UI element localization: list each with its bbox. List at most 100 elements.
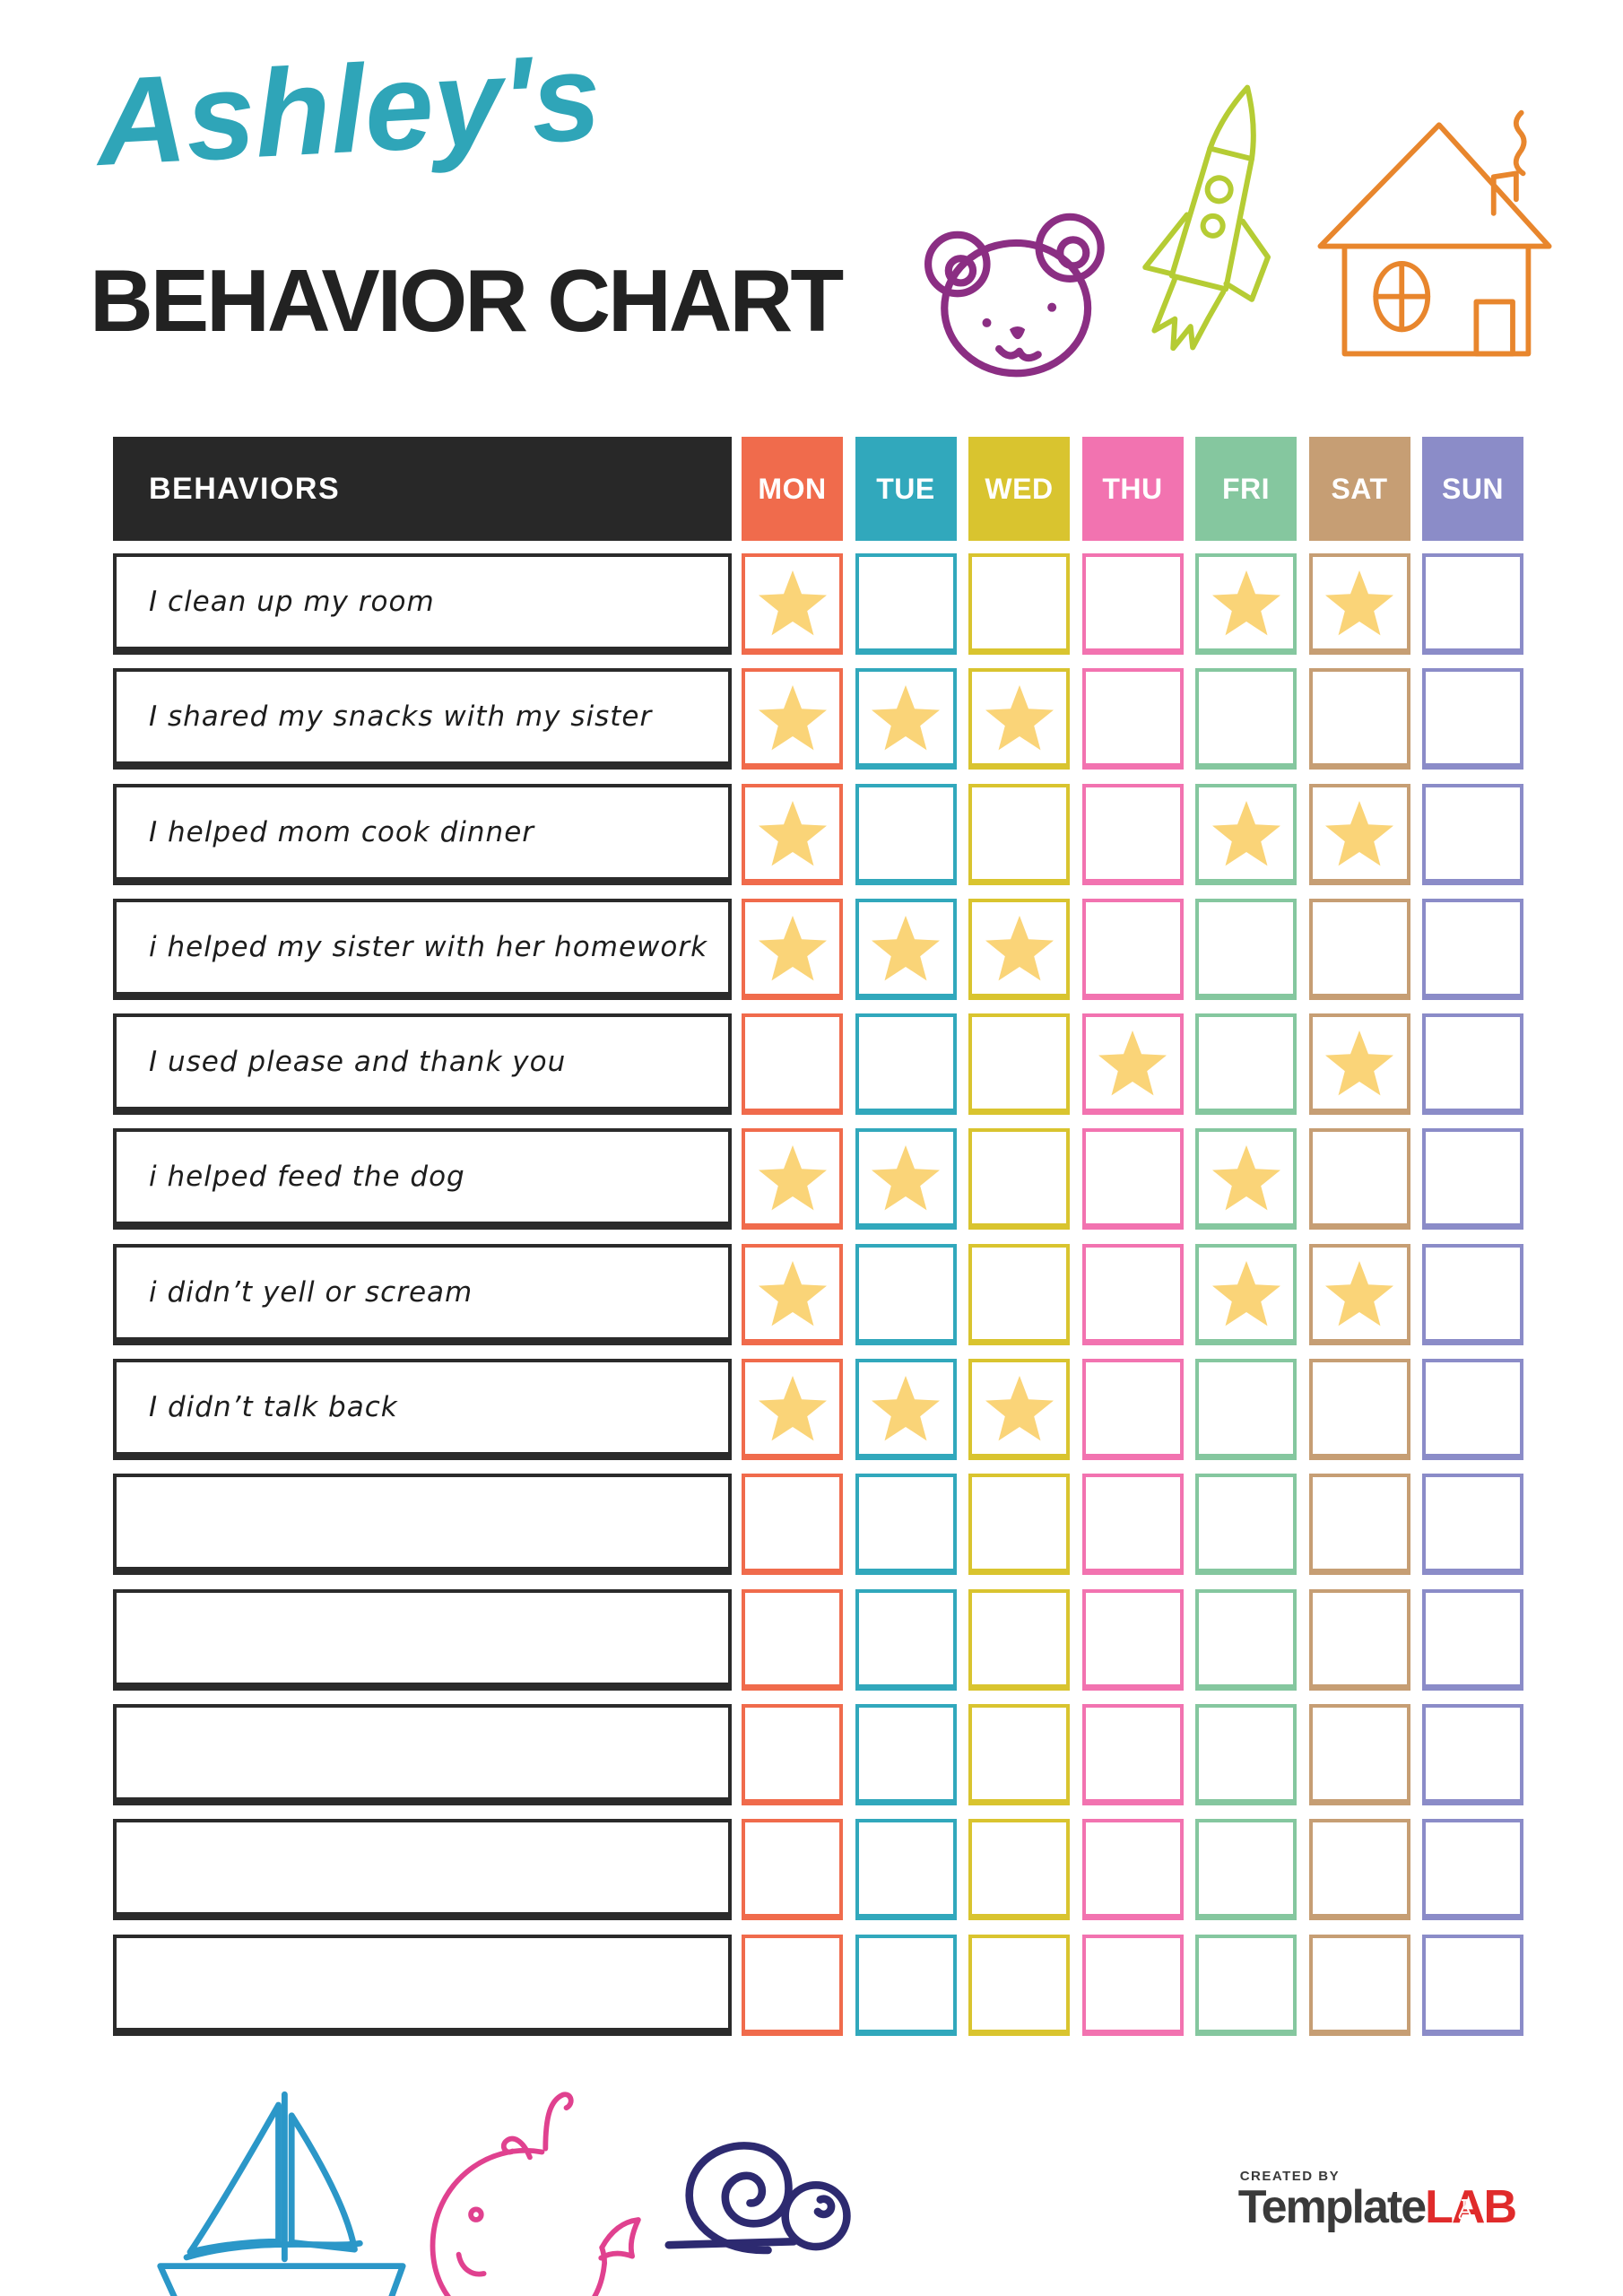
day-cell-sun[interactable] (1422, 553, 1523, 655)
day-cell-sun[interactable] (1422, 668, 1523, 770)
day-cell-tue[interactable] (855, 898, 957, 1000)
day-cell-sun[interactable] (1422, 1013, 1523, 1116)
day-cell-thu[interactable] (1081, 1934, 1184, 2036)
day-cell-mon[interactable] (742, 1013, 843, 1116)
day-cell-thu[interactable] (1081, 1128, 1184, 1231)
day-cell-sun[interactable] (1422, 1474, 1523, 1576)
day-cell-wed[interactable] (968, 1013, 1070, 1116)
day-cell-sat[interactable] (1308, 1703, 1410, 1805)
day-cell-fri[interactable] (1195, 1819, 1297, 1921)
day-cell-fri[interactable] (1195, 783, 1297, 885)
day-cell-thu[interactable] (1081, 898, 1184, 1000)
created-by-label: CREATED BY (1239, 2169, 1341, 2184)
day-cell-tue[interactable] (855, 783, 957, 885)
day-cell-sun[interactable] (1422, 898, 1523, 1000)
day-cell-tue[interactable] (855, 1819, 957, 1921)
day-cell-mon[interactable] (742, 1243, 843, 1345)
day-cell-mon[interactable] (742, 668, 843, 770)
day-cell-sat[interactable] (1308, 1819, 1410, 1921)
table-row: i didn’t yell or scream (113, 1243, 1523, 1345)
day-cell-wed[interactable] (968, 1359, 1070, 1461)
day-cell-tue[interactable] (855, 1588, 957, 1691)
day-cell-wed[interactable] (968, 898, 1070, 1000)
day-cell-sat[interactable] (1308, 668, 1410, 770)
day-cell-sun[interactable] (1422, 1819, 1523, 1921)
day-cell-tue[interactable] (855, 1128, 957, 1231)
day-cell-sat[interactable] (1308, 553, 1410, 655)
day-cell-fri[interactable] (1195, 1934, 1297, 2036)
day-cells (742, 1703, 1523, 1805)
day-cell-fri[interactable] (1195, 1013, 1297, 1116)
day-cell-mon[interactable] (742, 783, 843, 885)
day-cell-mon[interactable] (742, 1588, 843, 1691)
star-icon (985, 685, 1054, 751)
day-cell-sun[interactable] (1422, 1703, 1523, 1805)
day-cell-tue[interactable] (855, 1243, 957, 1345)
day-cell-mon[interactable] (742, 1819, 843, 1921)
day-cell-mon[interactable] (742, 1359, 843, 1461)
day-cell-thu[interactable] (1081, 1474, 1184, 1576)
day-cell-wed[interactable] (968, 1474, 1070, 1576)
day-cell-wed[interactable] (968, 553, 1070, 655)
day-cell-thu[interactable] (1081, 553, 1184, 655)
day-cell-sun[interactable] (1422, 783, 1523, 885)
day-cell-sat[interactable] (1308, 1359, 1410, 1461)
day-cell-wed[interactable] (968, 1128, 1070, 1231)
day-cell-sat[interactable] (1308, 898, 1410, 1000)
day-cell-mon[interactable] (742, 1703, 843, 1805)
day-cell-wed[interactable] (968, 1934, 1070, 2036)
day-cell-mon[interactable] (742, 898, 843, 1000)
day-cell-fri[interactable] (1195, 1128, 1297, 1231)
behavior-cell: I clean up my room (113, 553, 732, 655)
day-cell-sat[interactable] (1308, 1934, 1410, 2036)
day-cell-fri[interactable] (1195, 1474, 1297, 1576)
day-cell-wed[interactable] (968, 1703, 1070, 1805)
day-cell-tue[interactable] (855, 1703, 957, 1805)
day-cell-tue[interactable] (855, 1013, 957, 1116)
day-cell-thu[interactable] (1081, 1013, 1184, 1116)
day-cell-mon[interactable] (742, 1474, 843, 1576)
day-cell-fri[interactable] (1195, 1588, 1297, 1691)
day-cell-tue[interactable] (855, 1934, 957, 2036)
day-cell-fri[interactable] (1195, 1359, 1297, 1461)
day-cell-sat[interactable] (1308, 1128, 1410, 1231)
day-cell-sun[interactable] (1422, 1588, 1523, 1691)
day-cell-sat[interactable] (1308, 1474, 1410, 1576)
day-cell-fri[interactable] (1195, 553, 1297, 655)
day-cell-sat[interactable] (1308, 1588, 1410, 1691)
day-cell-sun[interactable] (1422, 1243, 1523, 1345)
day-cell-thu[interactable] (1081, 668, 1184, 770)
day-cell-mon[interactable] (742, 1128, 843, 1231)
day-cell-mon[interactable] (742, 1934, 843, 2036)
day-cell-tue[interactable] (855, 1474, 957, 1576)
day-cell-thu[interactable] (1081, 1588, 1184, 1691)
day-cell-thu[interactable] (1081, 1819, 1184, 1921)
day-cell-wed[interactable] (968, 668, 1070, 770)
day-cell-sun[interactable] (1422, 1934, 1523, 2036)
day-cell-wed[interactable] (968, 783, 1070, 885)
day-cell-wed[interactable] (968, 1819, 1070, 1921)
day-cell-wed[interactable] (968, 1243, 1070, 1345)
behavior-label: I didn’t talk back (149, 1391, 398, 1424)
day-cell-tue[interactable] (855, 553, 957, 655)
day-cell-tue[interactable] (855, 668, 957, 770)
day-cell-tue[interactable] (855, 1359, 957, 1461)
day-cell-fri[interactable] (1195, 1703, 1297, 1805)
day-cell-sat[interactable] (1308, 1013, 1410, 1116)
day-cell-thu[interactable] (1081, 1359, 1184, 1461)
day-cell-thu[interactable] (1081, 783, 1184, 885)
day-cell-thu[interactable] (1081, 1243, 1184, 1345)
day-cell-thu[interactable] (1081, 1703, 1184, 1805)
day-cell-wed[interactable] (968, 1588, 1070, 1691)
day-cells (742, 1474, 1523, 1576)
day-cell-fri[interactable] (1195, 668, 1297, 770)
day-cell-sat[interactable] (1308, 783, 1410, 885)
table-row (113, 1934, 1523, 2036)
day-cell-mon[interactable] (742, 553, 843, 655)
day-cell-sun[interactable] (1422, 1359, 1523, 1461)
day-cell-fri[interactable] (1195, 1243, 1297, 1345)
day-cell-sun[interactable] (1422, 1128, 1523, 1231)
day-cell-fri[interactable] (1195, 898, 1297, 1000)
templatelab-logo: CREATED BY TemplateLAB (1238, 2169, 1517, 2231)
day-cell-sat[interactable] (1308, 1243, 1410, 1345)
